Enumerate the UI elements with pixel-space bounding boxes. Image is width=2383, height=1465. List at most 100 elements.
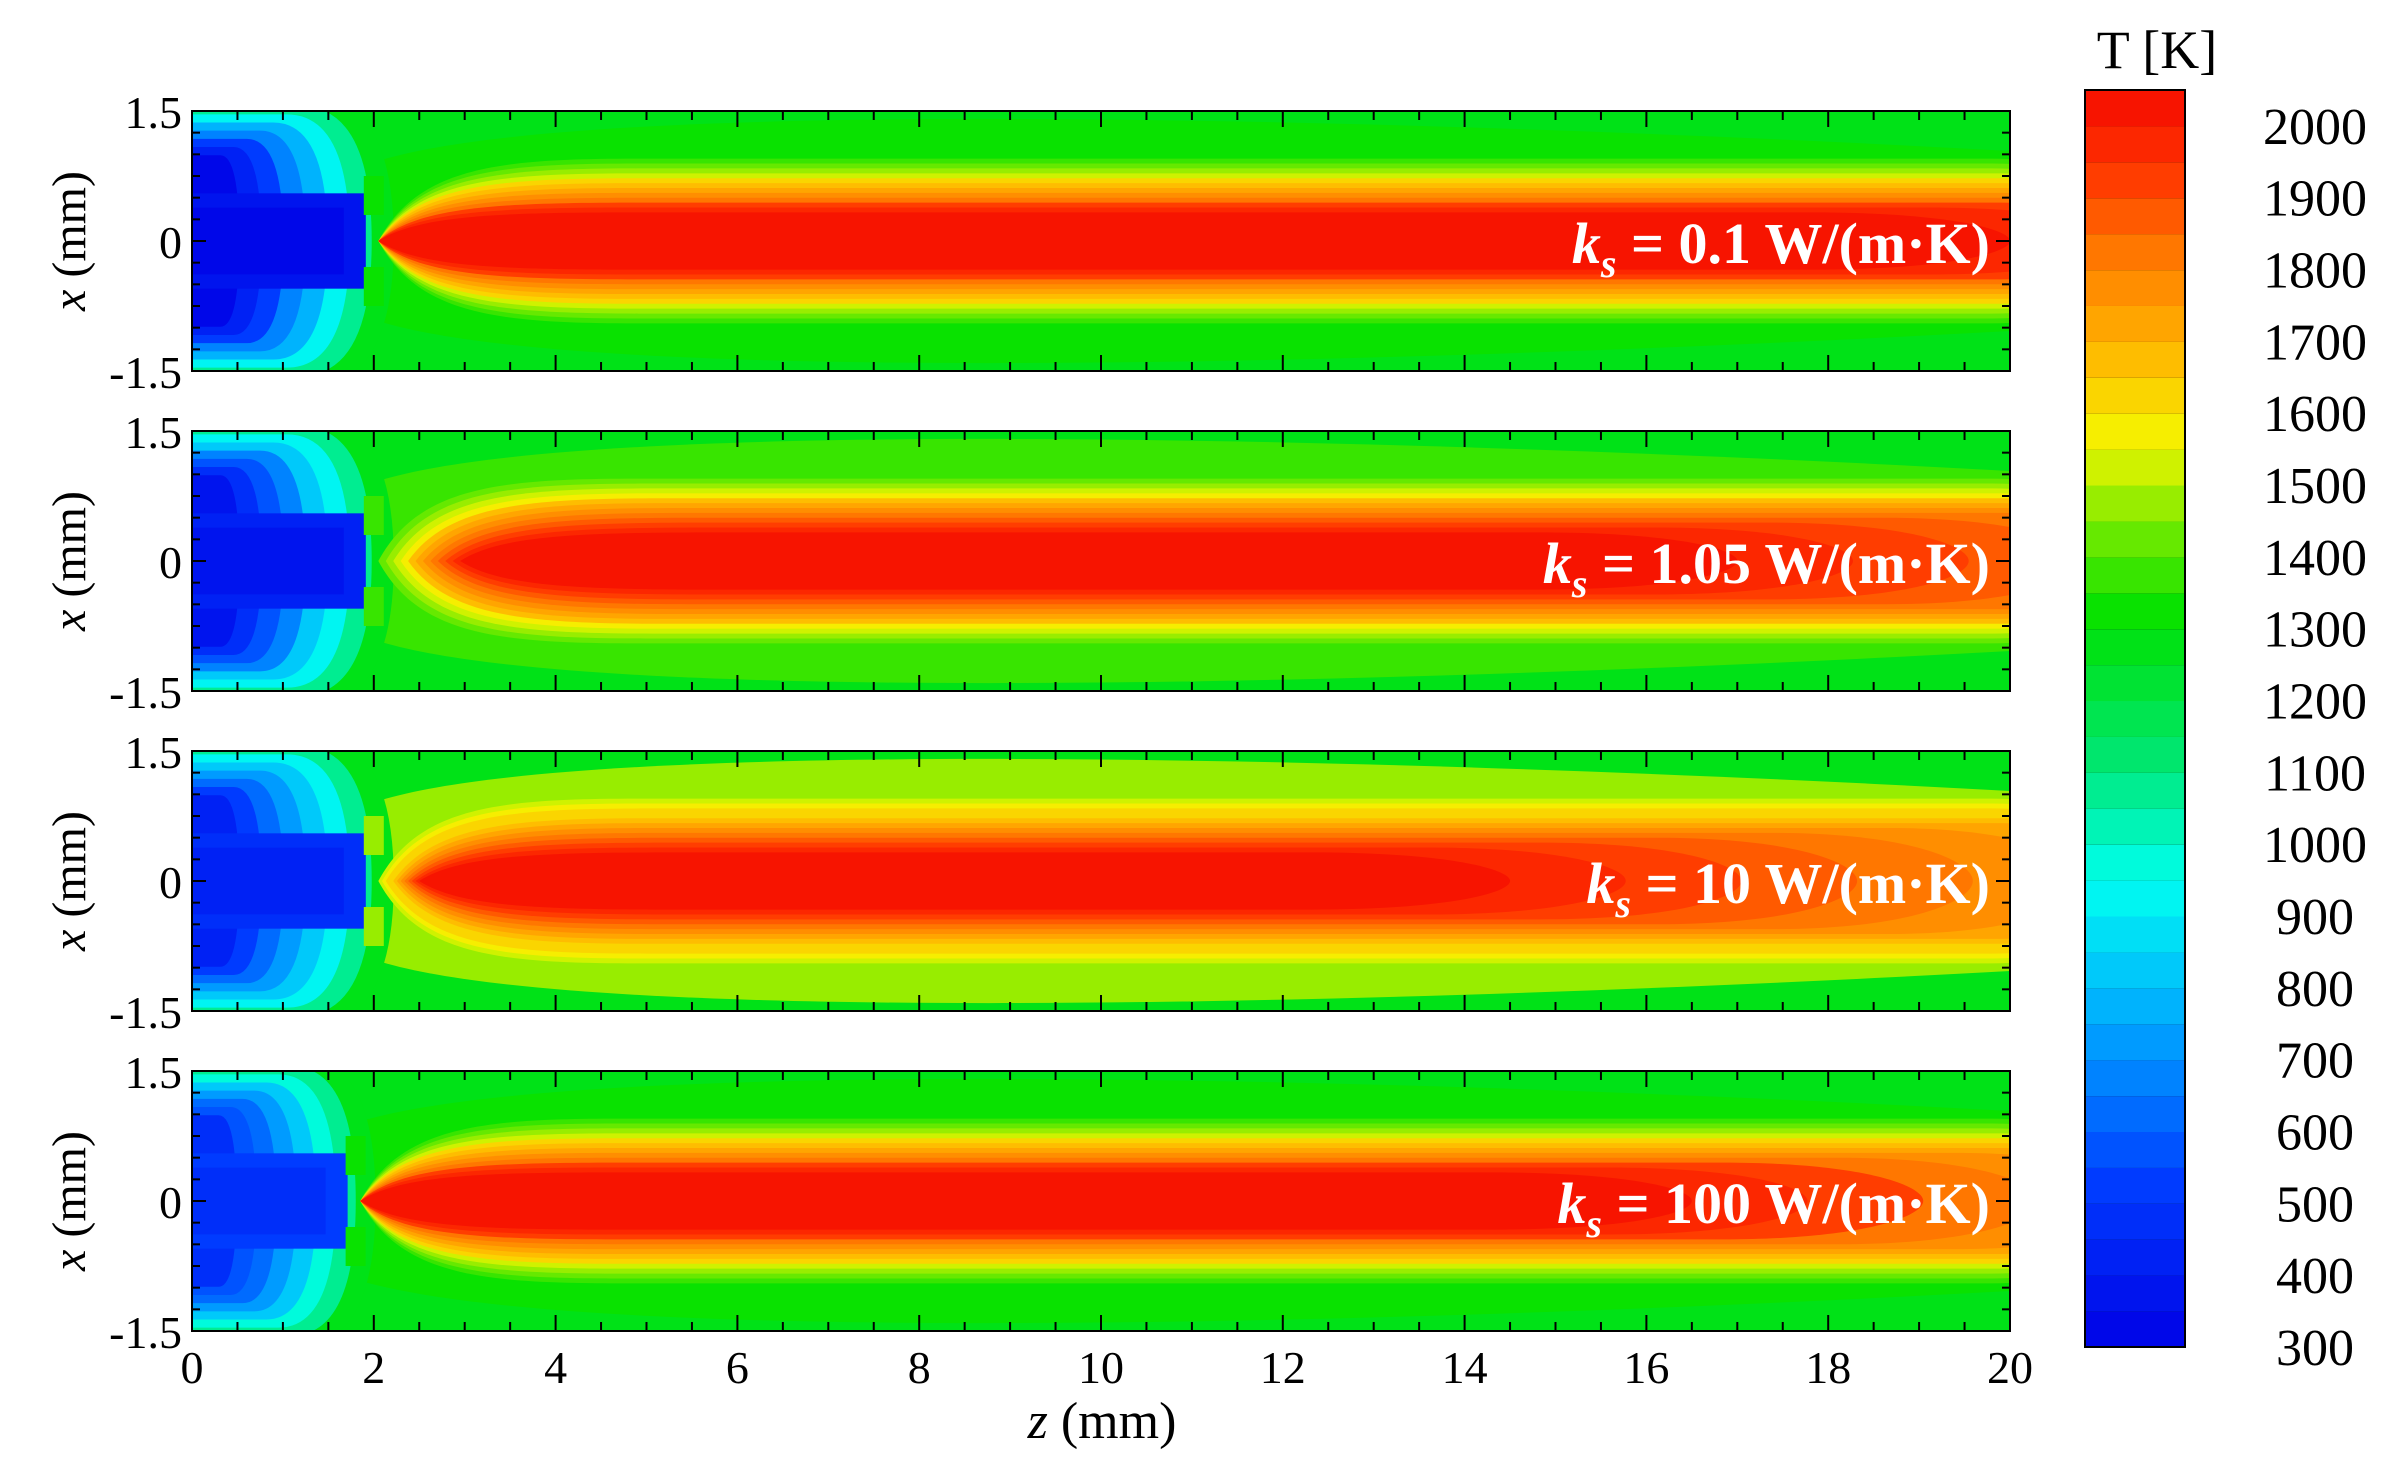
colorbar-band [2085,880,2185,917]
colorbar-tick-label: 800 [2276,961,2354,1018]
annotation-subscript: s [1585,1201,1602,1246]
colorbar-tick-label: 1100 [2264,745,2366,802]
colorbar-band [2085,736,2185,773]
y-tick-label: 1.5 [125,87,183,138]
colorbar-band [2085,161,2185,199]
colorbar-band [2085,520,2185,558]
inlet-core [192,527,344,595]
colorbar-band [2085,1239,2185,1276]
colorbar-band [2085,772,2185,809]
colorbar-tick-label: 1600 [2263,386,2367,443]
colorbar-band [2085,1023,2185,1061]
y-axis-label: x (mm) [43,171,96,312]
y-tick-label: 1.5 [125,727,183,778]
channel-step-top [345,1136,366,1175]
y-axis-variable: x [43,1250,96,1272]
contour-panel: 1.5 0 -1.5 x (mm) ks = 1.05 W/(m·K) [43,407,2011,718]
y-tick-label: 0 [159,217,182,268]
annotation-variable: k [1543,531,1572,596]
colorbar-band [2085,1095,2185,1133]
annotation-subscript: s [1600,241,1617,286]
inlet-core [192,207,344,275]
channel-step-bottom [363,267,384,306]
colorbar-band [2085,951,2185,989]
annotation-subscript: s [1614,881,1631,926]
colorbar-band [2085,341,2185,378]
panel-annotation: ks = 10 W/(m·K) [1586,851,1990,926]
x-axis-variable: z [1027,1393,1048,1450]
x-tick-label: 8 [908,1342,931,1393]
y-tick-label: 0 [159,537,182,588]
flame-contour [419,852,1511,910]
colorbar-band [2085,628,2185,666]
contour-panel: 1.5 0 -1.5 x (mm) ks = 0.1 W/(m·K) [43,87,2011,398]
colorbar-band [2085,90,2185,127]
flame-contour [360,1172,1692,1230]
inlet-core [192,847,344,915]
temperature-field [192,431,2010,691]
annotation-variable: k [1557,1171,1586,1236]
y-tick-label: 1.5 [125,407,183,458]
y-tick-label: 1.5 [125,1047,183,1098]
colorbar-title: T [K] [2097,20,2217,80]
colorbar-tick-label: 700 [2276,1033,2354,1090]
colorbar-band [2085,377,2185,414]
colorbar-band [2085,556,2185,594]
temperature-field [192,751,2010,1011]
colorbar-frame [2084,89,2186,1348]
colorbar-tick-label: 1900 [2263,171,2367,228]
y-axis-unit: (mm) [43,1131,96,1250]
colorbar-tick-label: 2000 [2263,99,2367,156]
channel-step-bottom [363,907,384,946]
y-axis-unit: (mm) [43,171,96,290]
colorbar-band [2085,1275,2185,1312]
x-tick-label: 0 [181,1342,204,1393]
y-tick-label: 0 [159,857,182,908]
x-tick-labels: 0 2 4 6 8 10 12 14 16 18 20 [181,1342,2034,1393]
colorbar-band [2085,197,2185,235]
colorbar-band [2085,1131,2185,1168]
annotation-variable: k [1586,851,1615,916]
x-tick-label: 10 [1078,1342,1124,1393]
colorbar-band [2085,1167,2185,1204]
colorbar-band [2085,916,2185,953]
x-tick-label: 18 [1805,1342,1851,1393]
x-tick-label: 14 [1442,1342,1488,1393]
x-tick-label: 2 [362,1342,385,1393]
y-axis-unit: (mm) [43,811,96,930]
y-tick-label: -1.5 [109,987,182,1038]
colorbar-band [2085,700,2185,737]
y-tick-label: -1.5 [109,347,182,398]
colorbar: 2000 1900 1800 1700 1600 1500 1400 1300 1200 1100… [2084,20,2367,1377]
colorbar-bands [2085,89,2185,1348]
x-tick-label: 20 [1987,1342,2033,1393]
panel-annotation: ks = 0.1 W/(m·K) [1572,211,1990,286]
flame-contour [460,532,1738,590]
annotation-subscript: s [1571,561,1588,606]
colorbar-band [2085,269,2185,306]
y-axis-label: x (mm) [43,811,96,952]
y-axis-variable: x [43,930,96,952]
x-tick-label: 16 [1623,1342,1669,1393]
y-axis-label: x (mm) [43,491,96,632]
colorbar-tick-label: 500 [2276,1176,2354,1233]
channel-step-bottom [345,1227,366,1266]
colorbar-tick-label: 1300 [2263,602,2367,659]
colorbar-band [2085,1311,2185,1348]
colorbar-band [2085,987,2185,1025]
colorbar-band [2085,305,2185,342]
contour-panel: 1.5 0 -1.5 x (mm) ks = 10 W/(m·K) [43,727,2011,1038]
y-axis-variable: x [43,610,96,632]
colorbar-tick-label: 1800 [2263,243,2367,300]
colorbar-band [2085,808,2185,845]
colorbar-band [2085,449,2185,486]
x-tick-label: 12 [1260,1342,1306,1393]
colorbar-band [2085,1059,2185,1097]
colorbar-tick-label: 600 [2276,1105,2354,1162]
contour-panels: 1.5 0 -1.5 x (mm) ks = 0.1 W/(m·K) 1.5 0 -1.5 x … [43,87,2034,1393]
colorbar-tick-label: 1200 [2263,674,2367,731]
colorbar-band [2085,844,2185,881]
contour-panel: 1.5 0 -1.5 x (mm) ks = 100 W/(m·K) [43,1047,2011,1358]
y-axis-label: x (mm) [43,1131,96,1272]
